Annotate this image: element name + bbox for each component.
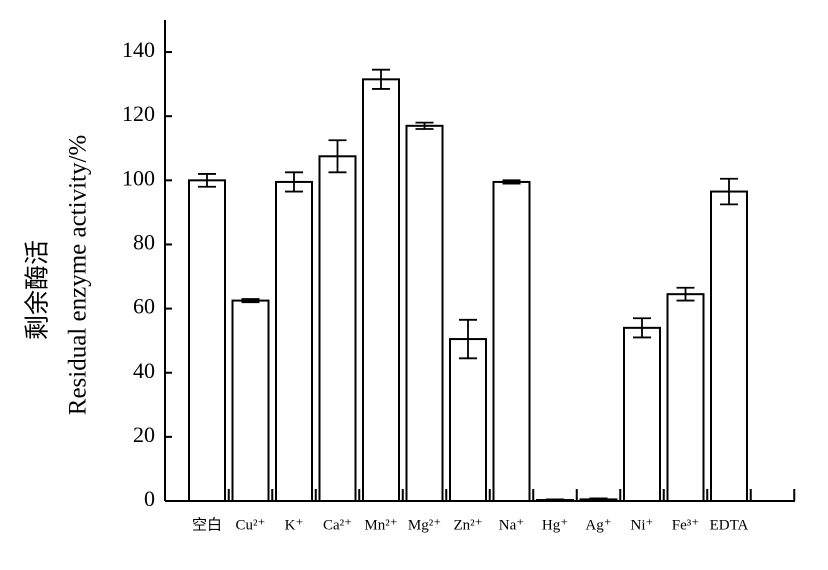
y-axis-label: Residual enzyme activity/% <box>65 135 92 415</box>
x-tick-label: Mg²⁺ <box>408 517 441 533</box>
bar <box>405 124 444 502</box>
x-tick-label: 空白 <box>192 516 222 533</box>
error-bar <box>372 68 390 90</box>
error-bar <box>633 317 651 339</box>
bar <box>362 78 400 502</box>
error-bar <box>546 498 564 502</box>
bar <box>318 155 357 503</box>
bar <box>449 338 487 502</box>
bar <box>492 180 531 502</box>
error-bar <box>676 286 695 302</box>
error-bar <box>589 497 608 502</box>
y-tick-label: 80 <box>133 230 155 255</box>
x-tick-label: Fe³⁺ <box>672 517 699 533</box>
bar <box>710 190 748 502</box>
bar <box>623 326 661 502</box>
error-bar <box>415 121 434 130</box>
x-tick-label: Ni⁺ <box>631 517 654 533</box>
error-bar <box>241 298 260 304</box>
error-bar <box>285 171 303 193</box>
x-tick-label: Zn²⁺ <box>453 517 482 533</box>
error-bar <box>502 179 521 185</box>
x-tick-label: Ag⁺ <box>585 517 611 533</box>
x-tick-label: Mn²⁺ <box>364 517 397 533</box>
x-tick-label: EDTA <box>710 517 749 533</box>
bar <box>275 180 313 502</box>
bar <box>188 179 226 502</box>
y-tick-label: 140 <box>122 37 155 62</box>
bar <box>231 299 270 503</box>
error-bar <box>328 139 347 174</box>
x-tick-label: Cu²⁺ <box>236 517 266 533</box>
bar <box>666 293 705 503</box>
y-tick-label: 20 <box>133 422 155 447</box>
error-bar <box>459 318 477 360</box>
y-tick-label: 120 <box>122 101 155 126</box>
x-tick-label: K⁺ <box>285 517 304 533</box>
error-bar <box>720 177 738 206</box>
x-tick-label: Ca²⁺ <box>323 517 352 533</box>
error-bar <box>198 173 216 188</box>
y-tick-label: 100 <box>122 165 155 190</box>
y-tick-label: 40 <box>133 358 155 383</box>
y-axis-label-cn: 剩余酶活 <box>24 240 52 340</box>
y-tick-label: 60 <box>133 294 155 319</box>
x-tick-label: Na⁺ <box>499 517 524 533</box>
x-tick-label: Hg⁺ <box>542 517 568 533</box>
y-tick-label: 0 <box>144 486 155 511</box>
